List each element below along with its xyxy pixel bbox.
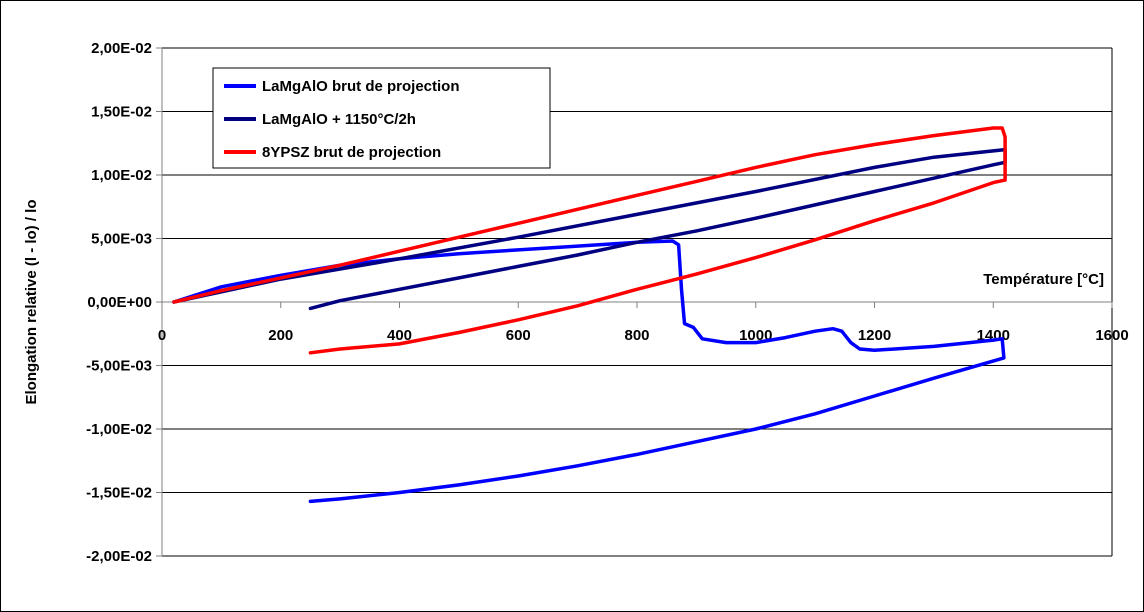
legend-label-1: LaMgAlO + 1150°C/2h	[262, 111, 416, 128]
x-axis-title: Température [°C]	[983, 271, 1104, 288]
y-axis-title: Elongation relative (l - lo) / lo	[23, 199, 40, 404]
legend-label-0: LaMgAlO brut de projection	[262, 78, 460, 95]
y-tick-label-2: 1,00E-02	[91, 167, 152, 184]
y-tick-label-0: 2,00E-02	[91, 40, 152, 57]
x-tick-label-6: 1200	[858, 327, 891, 344]
y-tick-label-5: -5,00E-03	[86, 358, 152, 375]
series-line-0	[172, 239, 1006, 504]
series-line-2	[172, 126, 1007, 355]
series-line-1	[172, 147, 1007, 311]
y-tick-labels: 2,00E-02 1,50E-02 1,00E-02 5,00E-03 0,00E+00…	[86, 40, 162, 565]
y-tick-label-4: 0,00E+00	[87, 294, 152, 311]
legend-box	[212, 67, 551, 169]
legend: LaMgAlO brut de projection LaMgAlO + 115…	[212, 67, 551, 169]
y-tick-label-7: -1,50E-02	[86, 485, 152, 502]
y-tick-label-1: 1,50E-02	[91, 104, 152, 121]
y-tick-label-8: -2,00E-02	[86, 548, 152, 565]
x-tick-label-4: 800	[624, 327, 649, 344]
series-lines	[172, 126, 1007, 504]
x-tick-label-0: 0	[158, 327, 166, 344]
y-tick-label-3: 5,00E-03	[91, 231, 152, 248]
x-tick-label-1: 200	[268, 327, 293, 344]
x-tick-label-3: 600	[506, 327, 531, 344]
y-tick-label-6: -1,00E-02	[86, 421, 152, 438]
legend-label-2: 8YPSZ brut de projection	[262, 144, 441, 161]
x-tick-labels: 0 200 400 600 800 1000 1200 1400 1600	[158, 302, 1129, 344]
x-tick-label-8: 1600	[1095, 327, 1128, 344]
x-tick-label-2: 400	[387, 327, 412, 344]
